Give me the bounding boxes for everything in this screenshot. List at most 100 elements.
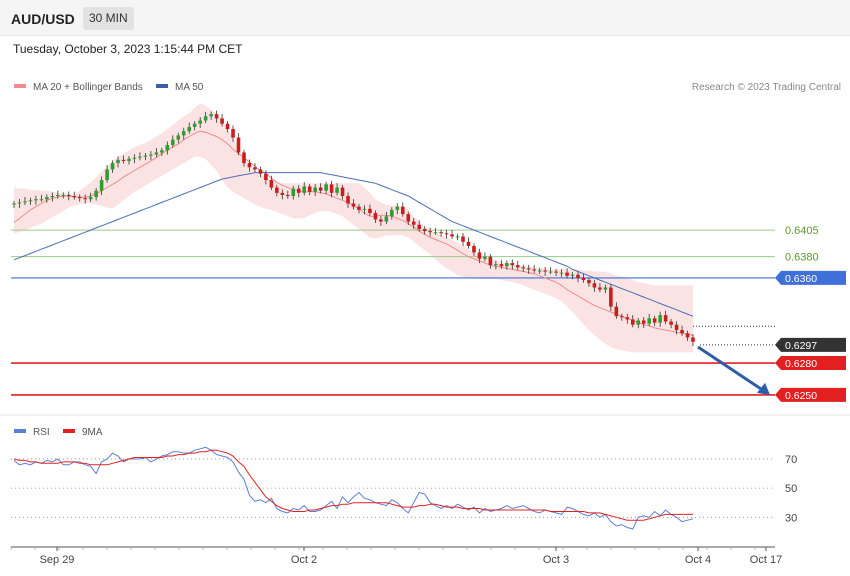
level-tag-0.6280 — [775, 356, 846, 371]
candle-bull — [28, 200, 33, 202]
candle-bear — [340, 187, 345, 197]
candle-bull — [154, 152, 159, 155]
candle-bear — [439, 232, 443, 234]
candle-bull — [12, 203, 16, 205]
candle-bull — [603, 287, 608, 290]
candle-bear — [625, 317, 630, 320]
candle-bear — [258, 169, 263, 174]
candle-bull — [132, 157, 137, 159]
candle-bull — [34, 199, 38, 201]
candle-bear — [231, 129, 235, 138]
candle-bull — [291, 188, 296, 197]
x-axis: Sep 29 Oct 2 Oct 3 Oct 4 Oct 17 — [10, 546, 782, 566]
candle-bear — [66, 194, 71, 197]
candle-bull — [209, 114, 213, 117]
legend-label-rsi: RSI — [33, 427, 50, 438]
candle-bull — [335, 187, 339, 193]
candle-bull — [187, 126, 192, 132]
candle-bull — [548, 271, 553, 273]
candle-bull — [94, 190, 98, 198]
candle-bull — [505, 263, 509, 267]
rsi-tick-70: 70 — [785, 454, 797, 466]
candle-bear — [510, 263, 515, 266]
x-tick-label: Sep 29 — [40, 554, 75, 566]
current-price-tag — [775, 337, 846, 352]
candle-bear — [242, 152, 246, 164]
candle-bear — [598, 287, 602, 290]
candle-bull — [192, 123, 197, 127]
candle-bull — [56, 194, 60, 197]
candle-bear — [543, 270, 547, 272]
candle-bull — [433, 232, 438, 234]
candle-bear — [72, 196, 77, 198]
candle-bear — [400, 206, 405, 215]
rsi-ma-line — [13, 449, 693, 521]
support-resistance-levels — [11, 229, 775, 396]
candle-bear — [630, 319, 635, 325]
candle-bear — [214, 114, 219, 119]
candle-bear — [444, 233, 449, 235]
candle-bear — [466, 241, 471, 247]
candle-bull — [105, 169, 109, 181]
candle-bear — [488, 256, 493, 266]
candle-bull — [88, 197, 93, 200]
x-tick-label: Oct 17 — [750, 554, 782, 566]
candle-bear — [652, 318, 657, 323]
candle-bull — [143, 155, 148, 157]
rsi-tick-30: 30 — [785, 512, 797, 524]
candle-bull — [39, 199, 44, 201]
candle-bear — [83, 198, 87, 200]
candle-bull — [570, 274, 575, 276]
candle-bear — [521, 267, 526, 269]
candle-bear — [220, 118, 224, 124]
chart-header-bar: AUD/USD 30 MIN — [0, 0, 850, 36]
candle-bear — [121, 159, 126, 161]
candle-bear — [669, 321, 673, 325]
candle-bull — [160, 150, 164, 153]
candle-bear — [346, 196, 350, 204]
candle-bull — [494, 264, 498, 266]
candle-bear — [318, 187, 323, 191]
candle-bull — [203, 116, 208, 121]
candle-bear — [565, 272, 569, 276]
bollinger-band-area — [14, 103, 693, 353]
rsi-panel: 70 50 30 RSI 9MA — [11, 427, 797, 530]
candle-bull — [23, 201, 27, 203]
candle-bull — [324, 184, 328, 191]
legend-swatch-ma50 — [156, 84, 168, 88]
candle-bull — [116, 159, 120, 164]
candle-bear — [285, 194, 290, 197]
candle-bear — [663, 315, 668, 322]
candle-bear — [554, 271, 558, 273]
candle-bear — [247, 163, 252, 168]
candle-bear — [307, 186, 312, 192]
x-tick-label: Oct 4 — [685, 554, 711, 566]
level-label-0.6280: 0.6280 — [785, 358, 817, 370]
level-tag-0.6360 — [775, 270, 846, 285]
candle-bear — [526, 268, 531, 270]
forecast-arrow-shaft — [697, 345, 765, 393]
symbol-title: AUD/USD — [11, 11, 75, 27]
candle-bear — [351, 203, 356, 207]
candle-bull — [302, 186, 307, 193]
price-tags: 0.6405 0.6380 0.6360 0.6297 0.6280 0.6250 — [775, 225, 846, 402]
candle-bull — [390, 209, 394, 217]
candle-bear — [225, 123, 230, 130]
candle-bull — [61, 194, 66, 196]
timeframe-badge[interactable]: 30 MIN — [83, 7, 134, 30]
candle-bull — [537, 270, 542, 272]
level-label-0.6250: 0.6250 — [785, 390, 817, 402]
candle-bull — [455, 236, 460, 238]
bollinger-bands — [14, 103, 693, 353]
candle-bear — [515, 265, 520, 268]
candle-bear — [472, 246, 476, 253]
candle-bull — [17, 202, 22, 204]
candle-bear — [264, 173, 268, 181]
candle-bull — [313, 187, 317, 192]
forecast-arrow — [697, 345, 770, 395]
candle-bear — [329, 184, 334, 193]
candle-bull — [176, 135, 181, 140]
candle-bear — [422, 229, 427, 232]
level-label-0.6380: 0.6380 — [785, 252, 819, 264]
candle-bear — [576, 274, 580, 278]
